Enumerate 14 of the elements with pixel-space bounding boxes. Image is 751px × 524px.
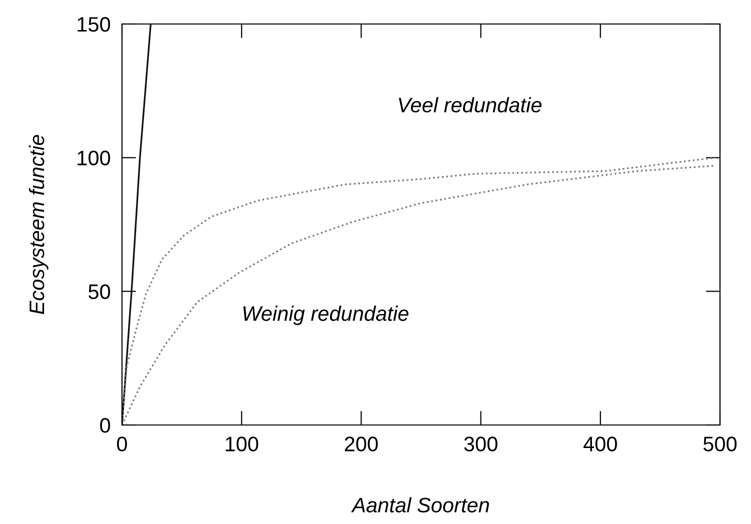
annotation: Veel redundatie (398, 97, 542, 112)
x-tick-label: 100 (226, 436, 258, 452)
x-tick-label: 200 (344, 436, 378, 452)
y-tick-label: 100 (78, 150, 110, 166)
annotation: Weinig redundatie (243, 306, 408, 326)
x-tick-label: 0 (117, 436, 127, 452)
x-tick-label: 500 (703, 436, 737, 452)
y-tick-label: 0 (100, 418, 110, 433)
x-tick-label: 400 (584, 436, 617, 452)
x-axis-title: Aantal Soorten (351, 497, 489, 512)
x-tick-label: 300 (464, 436, 498, 452)
y-tick-label: 50 (88, 284, 110, 300)
y-axis-title: Ecosysteem functie (28, 134, 48, 314)
y-tick-label: 150 (78, 17, 110, 32)
